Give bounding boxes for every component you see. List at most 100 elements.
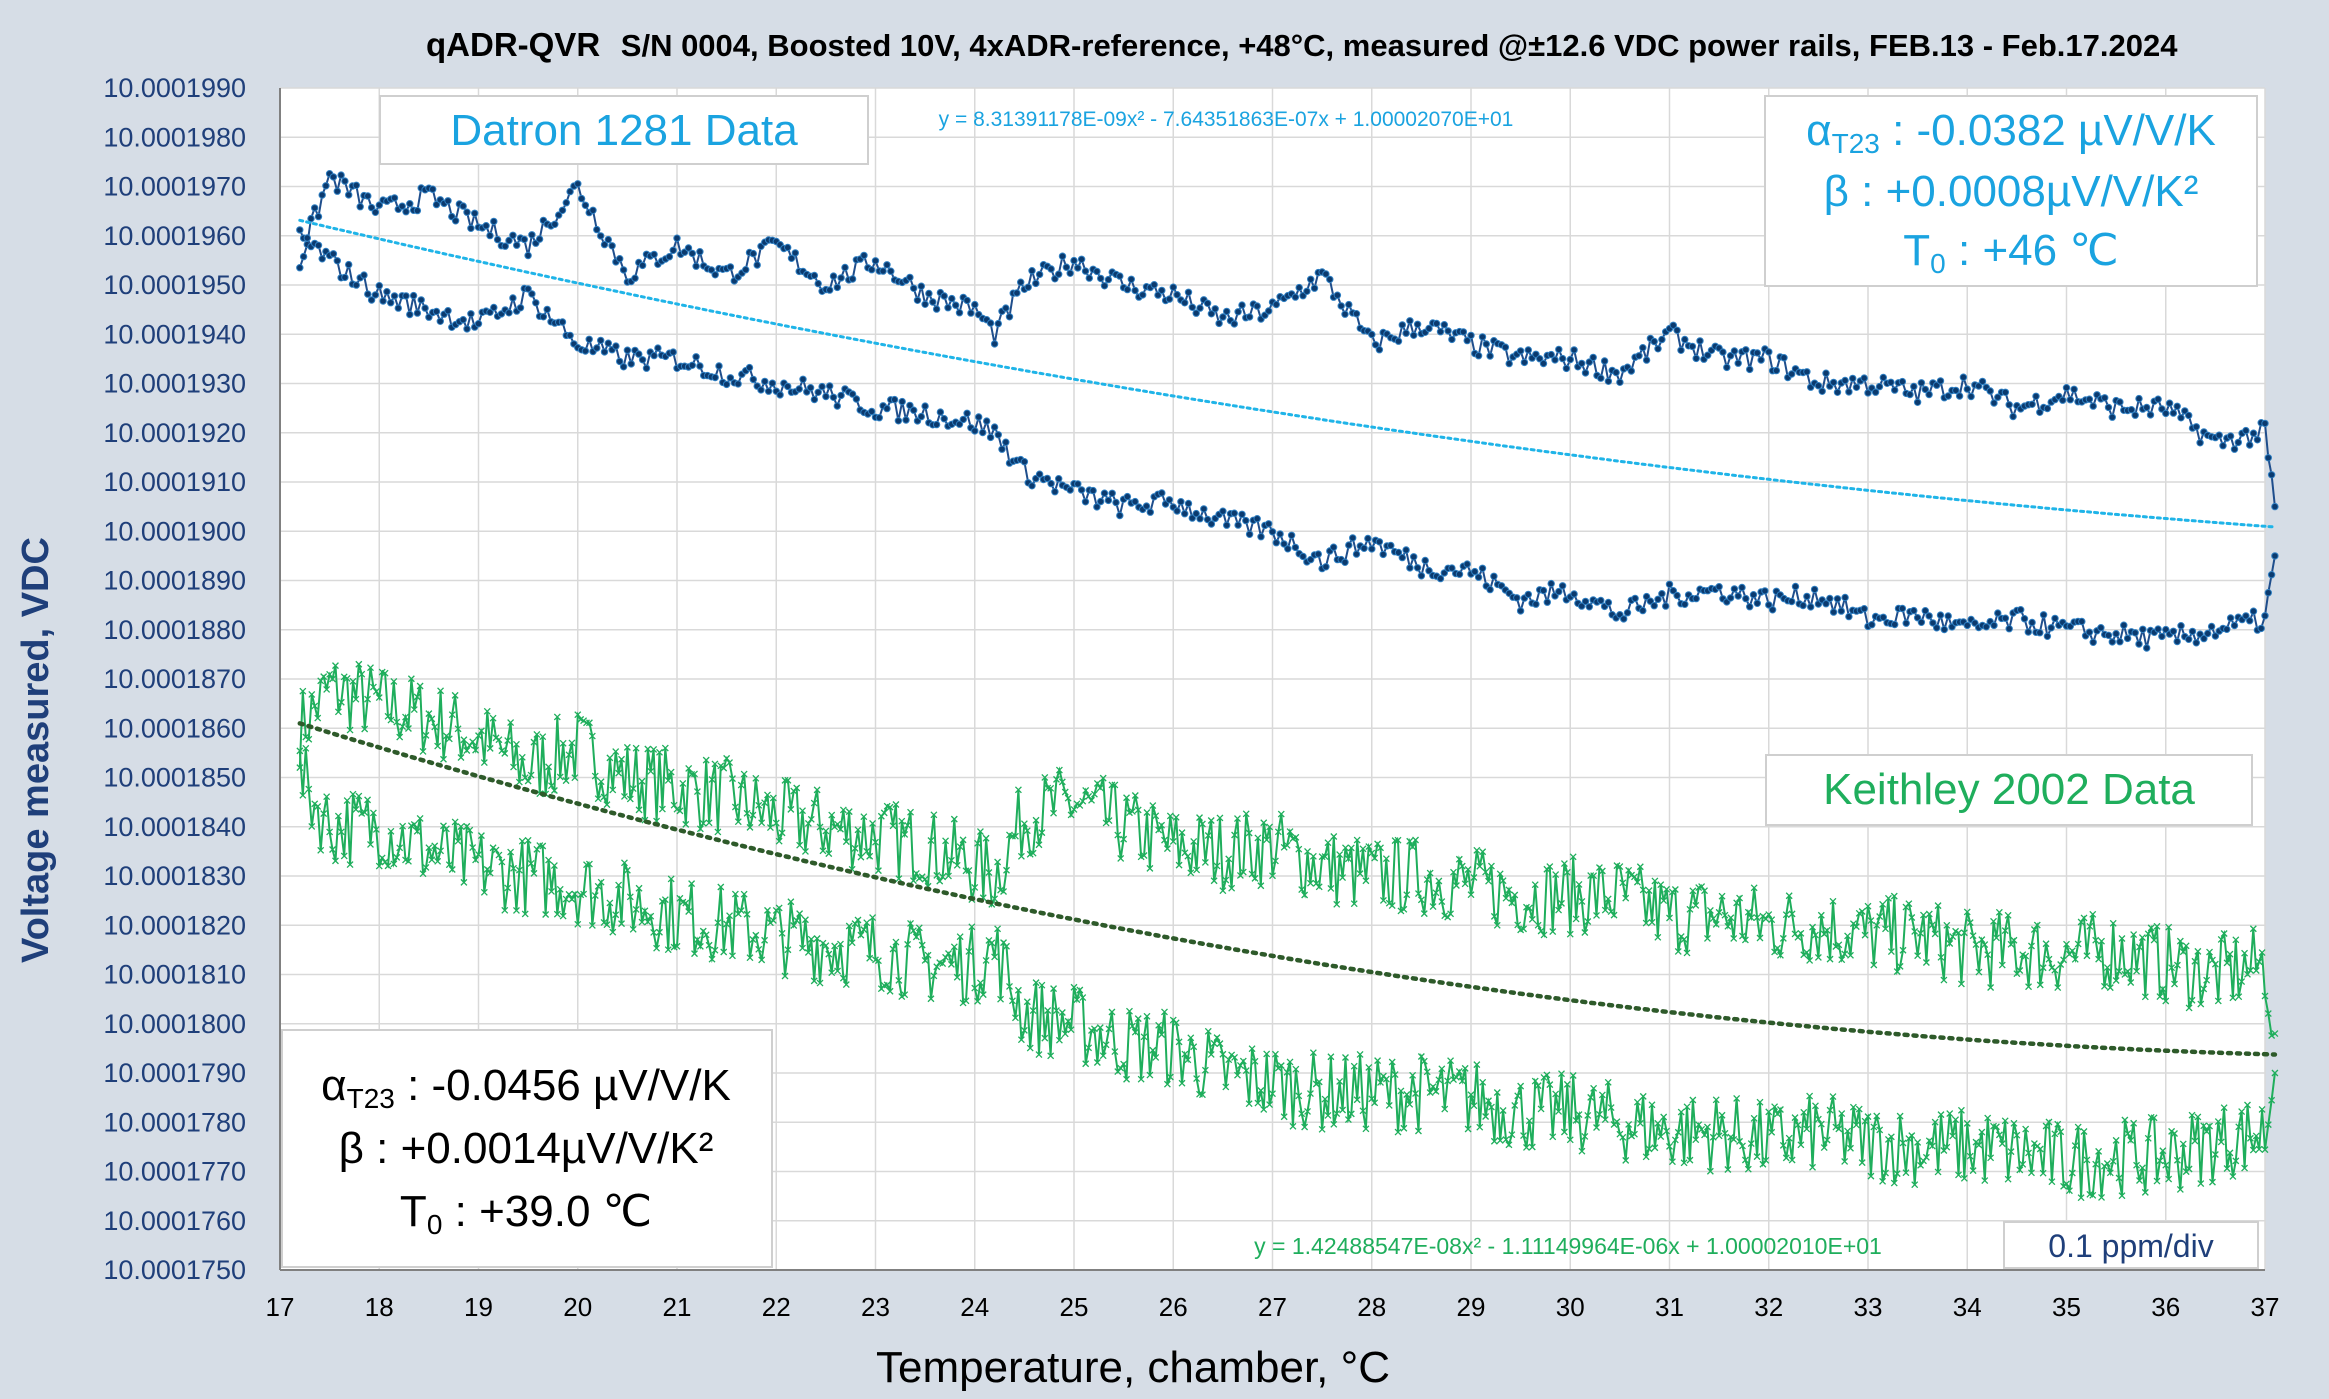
data-point [2169,409,2178,417]
data-point [947,960,955,968]
data-point [1913,614,1922,622]
scale-note-box [2003,1221,2259,1269]
data-point [1463,336,1471,345]
data-point [1692,901,1700,909]
data-point [1788,1156,1796,1164]
data-point [413,693,421,701]
data-point [2115,967,2123,975]
data-point [979,991,987,999]
data-point [2124,1130,2132,1138]
data-point [1362,1125,1370,1133]
data-point [2071,1142,2079,1150]
data-point [2028,942,2035,950]
data-point [2185,411,2193,420]
data-point [1324,1111,1332,1119]
data-point [1131,1028,1139,1036]
data-point [1849,374,1857,383]
data-point [889,822,897,830]
data-point [1987,984,1995,991]
data-point [816,979,824,987]
data-point [1161,836,1168,844]
data-point [463,208,471,216]
data-point [1467,1091,1475,1099]
data-point [971,427,979,435]
data-point [1914,1138,1922,1146]
data-point [1463,560,1471,568]
data-point [1474,352,1483,360]
data-point [390,194,399,202]
data-point [910,406,918,414]
data-point [1978,936,1986,944]
data-point [1140,1033,1148,1041]
data-point [1978,377,1987,386]
data-point [1967,392,1975,401]
data-point [1868,621,1876,629]
data-point [1271,1050,1279,1058]
data-point [699,819,707,827]
data-point [1117,854,1125,862]
data-point [1485,1097,1492,1105]
data-point [434,742,442,750]
data-point [1055,270,1063,278]
data-point [2156,993,2164,1001]
data-point [1053,1007,1060,1015]
data-point [740,890,748,898]
data-point [1074,264,1082,272]
x-tick-label: 17 [266,1292,295,1322]
data-point [1061,788,1069,796]
data-point [2005,625,2013,633]
data-point [1905,900,1913,908]
data-point [950,943,958,951]
data-point [1570,590,1578,598]
data-point [974,839,982,847]
data-point [2112,1136,2120,1144]
x-tick-label: 19 [464,1292,493,1322]
data-point [1807,603,1815,611]
series-1 [296,660,2279,1202]
data-point [2017,606,2025,614]
data-point [311,702,319,710]
data-point [1079,994,1087,1001]
data-point [1858,908,1866,915]
data-point [2246,441,2254,449]
data-point [1085,274,1094,282]
data-point [1345,300,1353,309]
data-point [1077,255,1086,263]
data-point [1966,919,1974,927]
data-point [1910,382,1918,391]
data-point [1704,351,1712,359]
keithley-alpha-value: -0.0456 µV/V/K [432,1061,731,1110]
data-point [1969,932,1977,940]
data-point [314,241,323,250]
data-point [717,883,725,891]
data-point [1081,498,1090,506]
data-point [1940,976,1948,984]
data-point [1917,1161,1924,1169]
data-point [1566,1136,1574,1144]
data-point [459,202,467,210]
data-point [1192,309,1200,317]
data-point [1415,1127,1422,1135]
data-point [1339,874,1347,882]
data-point [1181,299,1189,307]
data-point [1490,572,1498,580]
data-point [2112,630,2120,638]
data-point [1730,585,1739,593]
data-point [810,799,818,807]
data-point [1298,886,1306,893]
data-point [831,942,839,950]
data-point [851,844,859,852]
data-point [1287,531,1296,539]
data-point [553,713,561,721]
data-point [475,851,482,858]
data-point [2116,638,2124,646]
data-point [752,774,760,782]
data-point [1088,796,1095,804]
data-point [1536,355,1544,363]
data-point [2246,966,2254,974]
data-point [1458,862,1466,870]
data-point [463,325,471,333]
data-point [1660,1113,1668,1121]
data-point [1207,817,1215,824]
y-tick-label: 10.0001860 [103,713,246,743]
